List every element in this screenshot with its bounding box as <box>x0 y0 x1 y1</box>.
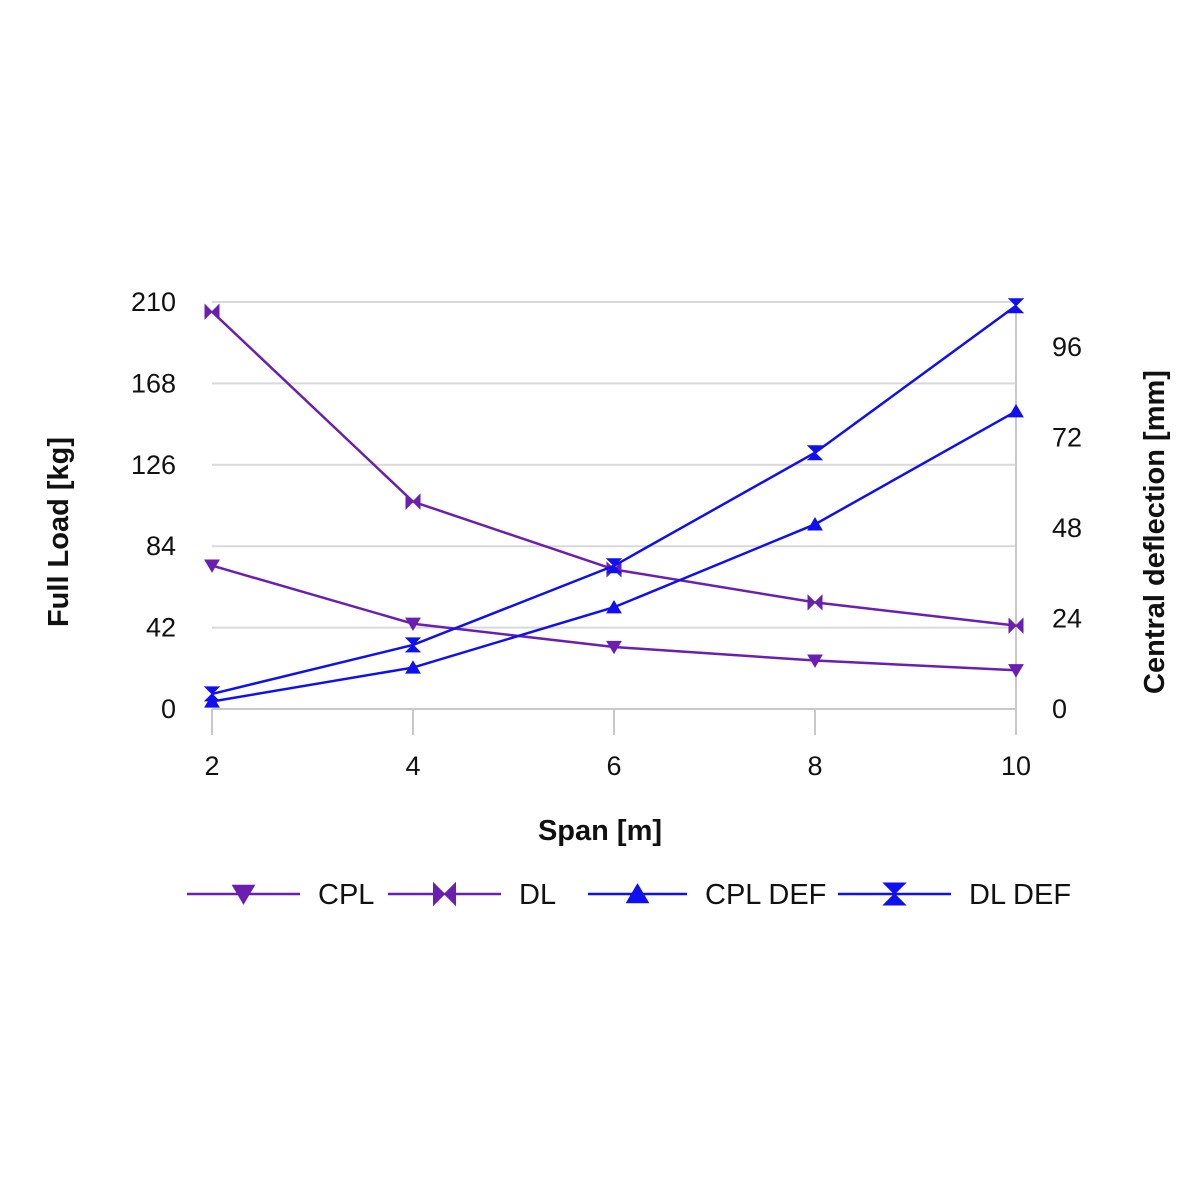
data-point <box>405 493 421 510</box>
series-line-cpl <box>211 564 1017 672</box>
y2-tick-label: 72 <box>1052 423 1082 453</box>
y2-tick-label: 48 <box>1052 513 1082 543</box>
y2-axis-title: Central deflection [mm] <box>1139 370 1171 694</box>
y2-tick-label: 24 <box>1052 604 1082 634</box>
data-point <box>1008 617 1024 634</box>
grid-lines <box>212 301 1016 629</box>
y-tick-label: 42 <box>146 613 176 643</box>
data-point <box>1008 404 1024 418</box>
x-tick-label: 4 <box>405 751 420 781</box>
data-point <box>807 594 823 611</box>
y2-tick-label: 96 <box>1052 332 1082 362</box>
data-point <box>807 654 823 668</box>
legend-marker <box>433 881 456 907</box>
x-axis-title: Span [m] <box>538 815 662 847</box>
y-tick-label: 0 <box>161 694 176 724</box>
y-tick-label: 168 <box>131 368 176 398</box>
data-point <box>405 617 421 632</box>
legend-label: DL DEF <box>969 879 1071 911</box>
legend: CPL DL CPL DEF DL DEF <box>187 879 1071 911</box>
data-point <box>807 517 823 531</box>
data-point <box>203 686 221 702</box>
y-tick-label: 126 <box>131 450 176 480</box>
legend-label: CPL DEF <box>705 879 826 911</box>
data-point <box>606 640 622 655</box>
data-point <box>806 445 824 461</box>
data-point <box>404 637 422 653</box>
series-line-cpl-def <box>211 410 1017 703</box>
y-axis-title: Full Load [kg] <box>43 437 75 627</box>
legend-marker <box>625 883 650 904</box>
data-point <box>1007 298 1025 314</box>
x-tick-label: 6 <box>606 751 621 781</box>
axes <box>211 302 1017 735</box>
legend-marker <box>882 882 907 906</box>
x-tick-label: 8 <box>807 751 822 781</box>
y-tick-label: 84 <box>146 531 176 561</box>
y2-tick-label: 0 <box>1052 694 1067 724</box>
x-axis-ticks: 2 4 6 8 10 <box>204 751 1031 781</box>
legend-marker <box>231 884 256 905</box>
x-tick-label: 2 <box>204 751 219 781</box>
y-tick-label: 210 <box>131 287 176 317</box>
data-point <box>204 559 220 573</box>
legend-label: DL <box>519 879 556 911</box>
data-point <box>1008 664 1024 678</box>
data-point <box>204 303 220 320</box>
x-tick-label: 10 <box>1001 751 1031 781</box>
legend-label: CPL <box>318 879 374 911</box>
series-group <box>203 298 1025 708</box>
y-axis-ticks: 0 42 84 126 168 210 <box>131 287 176 724</box>
series-line-dl <box>211 310 1017 627</box>
data-point <box>605 558 623 574</box>
data-point <box>606 599 622 614</box>
data-point <box>405 660 421 674</box>
y2-axis-ticks: 0 24 48 72 96 <box>1052 332 1082 724</box>
series-line-dl-def <box>211 304 1017 696</box>
